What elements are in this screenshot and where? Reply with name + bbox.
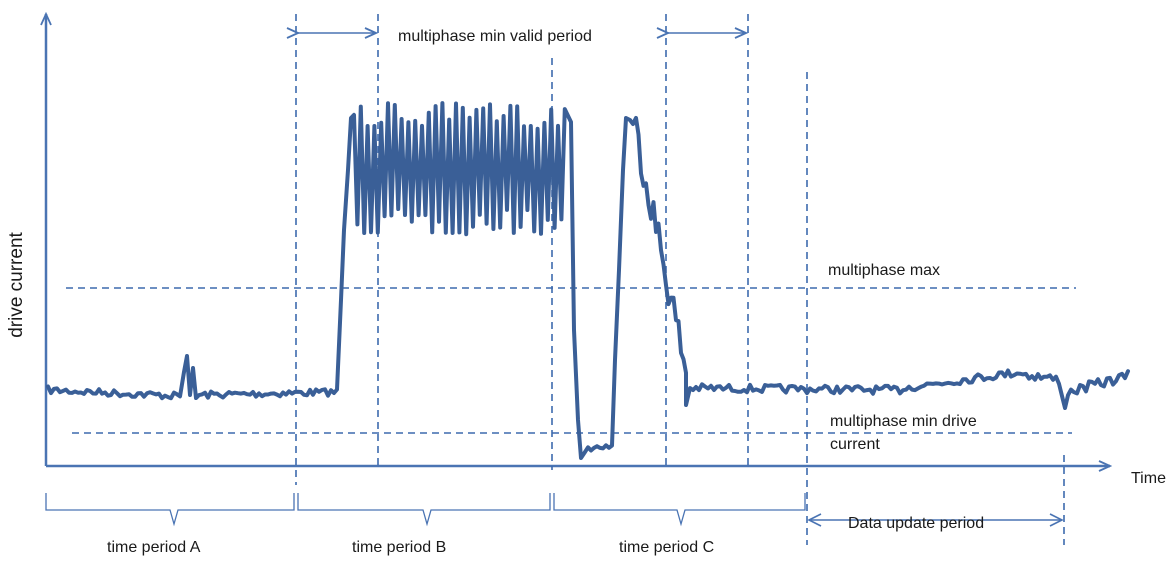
multiphase-min-drive-label: multiphase min drive xyxy=(830,413,977,430)
data-update-arrow-right xyxy=(1049,513,1064,527)
multiphase-min-drive-label-2: current xyxy=(830,436,880,453)
time-period-c-label: time period C xyxy=(619,539,714,556)
x-axis-label: Time xyxy=(1131,470,1166,487)
brace-period-b xyxy=(297,493,551,527)
data-update-arrow-left xyxy=(807,513,822,527)
multiphase-max-label: multiphase max xyxy=(828,262,940,279)
data-update-period-label: Data update period xyxy=(848,515,984,532)
min-valid-period-label: multiphase min valid period xyxy=(398,28,592,45)
time-period-b-label: time period B xyxy=(352,539,446,556)
brace-period-a xyxy=(45,493,295,527)
y-axis-label: drive current xyxy=(6,231,27,337)
brace-period-c xyxy=(553,493,806,527)
time-period-a-label: time period A xyxy=(107,539,201,556)
drive-current-trace xyxy=(46,101,1130,460)
